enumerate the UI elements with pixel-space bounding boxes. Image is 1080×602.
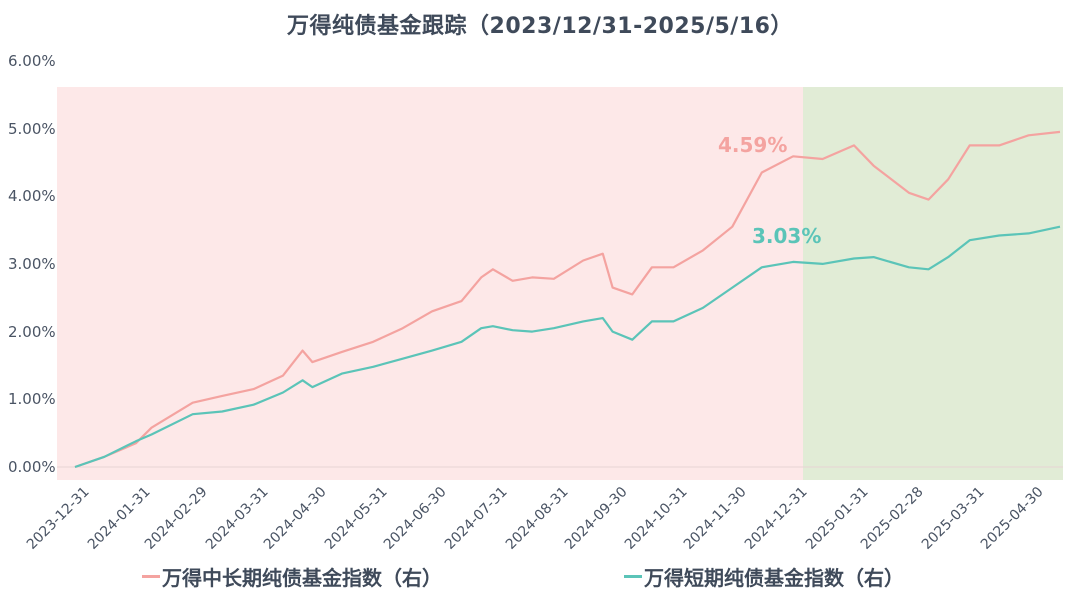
legend-swatch-mid-long	[142, 575, 160, 578]
y-tick-label: 6.00%	[8, 51, 56, 70]
legend-swatch-short	[624, 575, 642, 578]
annotation-short-2024: 3.03%	[752, 224, 822, 248]
y-tick-label: 3.00%	[8, 254, 56, 273]
legend-label-mid-long: 万得中长期纯债基金指数（右）	[162, 566, 442, 590]
y-tick-label: 4.00%	[8, 187, 56, 206]
y-tick-label: 5.00%	[8, 119, 56, 138]
chart-title: 万得纯债基金跟踪（2023/12/31-2025/5/16）	[287, 14, 793, 39]
y-tick-label: 1.00%	[8, 390, 56, 409]
annotation-mid-long-2024: 4.59%	[718, 133, 788, 157]
series-line-mid-long	[74, 130, 1061, 469]
legend-item-short: 万得短期纯债基金指数（右）	[624, 562, 904, 591]
bg-region-2025	[803, 87, 1063, 480]
series-line-short	[74, 225, 1061, 469]
y-tick-label: 2.00%	[8, 322, 56, 341]
legend-item-mid-long: 万得中长期纯债基金指数（右）	[142, 562, 442, 591]
bg-region-2024	[57, 87, 803, 480]
legend-label-short: 万得短期纯债基金指数（右）	[644, 566, 904, 590]
y-tick-label: 0.00%	[8, 458, 56, 476]
